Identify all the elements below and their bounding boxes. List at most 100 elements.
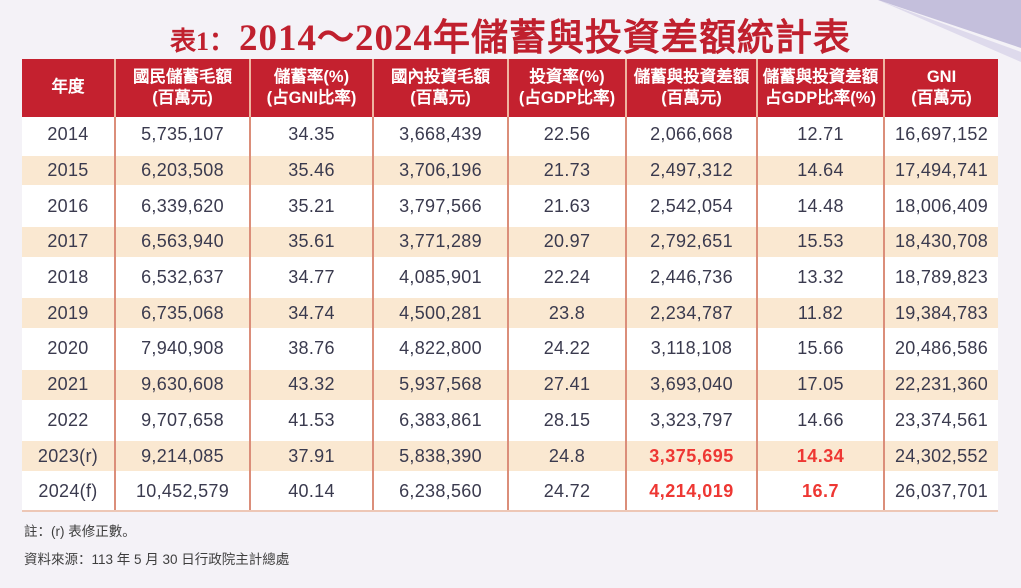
column-header-line1: 國內投資毛額 — [391, 67, 490, 86]
year-cell: 2023(r) — [22, 438, 115, 474]
value-cell: 2,497,312 — [625, 152, 757, 189]
value-cell: 24,302,552 — [883, 438, 998, 474]
value-cell: 14.34 — [756, 438, 884, 474]
value-cell: 27.41 — [507, 366, 626, 403]
column-header: 年度 — [22, 59, 115, 117]
column-header-line2: (百萬元) — [911, 89, 972, 107]
table-row: 2015 6,203,508 35.46 3,706,196 21.73 2,497,31… — [22, 152, 998, 189]
value-cell: 43.32 — [249, 366, 373, 403]
column-header: GNI (百萬元) — [883, 59, 998, 117]
value-cell: 21.63 — [507, 188, 626, 225]
column-header: 國內投資毛額 (百萬元) — [372, 59, 508, 117]
table-number-label: 表1： — [169, 27, 235, 56]
value-cell: 5,735,107 — [114, 117, 250, 153]
column-header-line1: 儲蓄與投資差額 — [633, 67, 750, 86]
value-cell: 35.46 — [249, 152, 373, 189]
column-header-line1: 儲蓄率(%) — [273, 67, 350, 86]
value-cell: 17.05 — [756, 366, 884, 403]
column-header-line1: 投資率(%) — [529, 67, 605, 86]
value-cell: 20.97 — [507, 224, 626, 260]
value-cell: 2,542,054 — [625, 188, 757, 225]
table-row: 2014 5,735,107 34.35 3,668,439 22.56 2,066,66… — [22, 117, 998, 153]
savings-investment-table: 年度 國民儲蓄毛額 (百萬元) 儲蓄率(%) (占GNI比率) 國內投資毛額 (百萬元) 投資… — [22, 59, 998, 512]
value-cell: 14.66 — [756, 402, 884, 439]
value-cell: 41.53 — [249, 402, 373, 439]
value-cell: 6,735,068 — [114, 295, 250, 332]
year-cell: 2016 — [22, 188, 115, 225]
table-row: 2022 9,707,658 41.53 6,383,861 28.15 3,323,79… — [22, 402, 998, 439]
value-cell: 2,792,651 — [625, 224, 757, 260]
column-header-line1: 年度 — [51, 78, 85, 97]
value-cell: 35.21 — [249, 188, 373, 225]
value-cell: 3,118,108 — [625, 331, 757, 367]
value-cell: 14.64 — [756, 152, 884, 189]
value-cell: 17,494,741 — [883, 152, 998, 189]
value-cell: 6,238,560 — [372, 473, 508, 512]
corner-ribbon-shadow — [878, 0, 1021, 62]
value-cell: 35.61 — [249, 224, 373, 260]
table-row: 2020 7,940,908 38.76 4,822,800 24.22 3,118,10… — [22, 331, 998, 367]
value-cell: 38.76 — [249, 331, 373, 367]
column-header-line2: (百萬元) — [152, 89, 213, 107]
value-cell: 18,789,823 — [883, 259, 998, 296]
value-cell: 3,693,040 — [625, 366, 757, 403]
value-cell: 6,383,861 — [372, 402, 508, 439]
value-cell: 15.66 — [756, 331, 884, 367]
value-cell: 3,668,439 — [372, 117, 508, 153]
value-cell: 3,706,196 — [372, 152, 508, 189]
value-cell: 5,937,568 — [372, 366, 508, 403]
year-cell: 2018 — [22, 259, 115, 296]
value-cell: 23.8 — [507, 295, 626, 332]
value-cell: 21.73 — [507, 152, 626, 189]
value-cell: 40.14 — [249, 473, 373, 512]
column-header-line2: (百萬元) — [661, 89, 722, 107]
value-cell: 3,323,797 — [625, 402, 757, 439]
year-cell: 2017 — [22, 224, 115, 260]
column-header-line2: (占GDP比率) — [518, 89, 616, 107]
value-cell: 3,797,566 — [372, 188, 508, 225]
column-header-line2: 占GDP比率(%) — [765, 89, 876, 107]
table-row: 2021 9,630,608 43.32 5,937,568 27.41 3,693,04… — [22, 366, 998, 403]
value-cell: 18,006,409 — [883, 188, 998, 225]
value-cell: 34.35 — [249, 117, 373, 153]
value-cell: 20,486,586 — [883, 331, 998, 367]
year-cell: 2022 — [22, 402, 115, 439]
value-cell: 2,066,668 — [625, 117, 757, 153]
value-cell: 26,037,701 — [883, 473, 998, 512]
column-header-line1: 儲蓄與投資差額 — [762, 67, 879, 86]
value-cell: 28.15 — [507, 402, 626, 439]
value-cell: 16.7 — [756, 473, 884, 512]
value-cell: 24.8 — [507, 438, 626, 474]
table-title-text: 2014～2024年儲蓄與投資差額統計表 — [239, 18, 851, 59]
year-cell: 2014 — [22, 117, 115, 153]
year-cell: 2024(f) — [22, 473, 115, 512]
value-cell: 3,771,289 — [372, 224, 508, 260]
value-cell: 11.82 — [756, 295, 884, 332]
column-header-line2: (百萬元) — [410, 89, 471, 107]
value-cell: 9,707,658 — [114, 402, 250, 439]
table-row: 2017 6,563,940 35.61 3,771,289 20.97 2,792,65… — [22, 224, 998, 260]
value-cell: 23,374,561 — [883, 402, 998, 439]
note-revision: 註：(r) 表修正數。 — [24, 523, 136, 539]
value-cell: 15.53 — [756, 224, 884, 260]
year-cell: 2015 — [22, 152, 115, 189]
value-cell: 24.72 — [507, 473, 626, 512]
value-cell: 19,384,783 — [883, 295, 998, 332]
value-cell: 16,697,152 — [883, 117, 998, 153]
column-header: 儲蓄與投資差額 占GDP比率(%) — [756, 59, 884, 117]
column-header: 國民儲蓄毛額 (百萬元) — [114, 59, 250, 117]
table-header-row: 年度 國民儲蓄毛額 (百萬元) 儲蓄率(%) (占GNI比率) 國內投資毛額 (百萬元) 投資… — [22, 59, 998, 117]
footnotes: 註：(r) 表修正數。 資料來源：113 年 5 月 30 日行政院主計總處 — [24, 522, 1021, 571]
value-cell: 6,339,620 — [114, 188, 250, 225]
value-cell: 13.32 — [756, 259, 884, 296]
column-header: 儲蓄與投資差額 (百萬元) — [625, 59, 757, 117]
column-header: 投資率(%) (占GDP比率) — [507, 59, 626, 117]
value-cell: 22.56 — [507, 117, 626, 153]
value-cell: 9,214,085 — [114, 438, 250, 474]
value-cell: 6,203,508 — [114, 152, 250, 189]
value-cell: 22.24 — [507, 259, 626, 296]
value-cell: 4,085,901 — [372, 259, 508, 296]
table-row: 2023(r) 9,214,085 37.91 5,838,390 24.8 3,375,… — [22, 438, 998, 474]
table-row: 2016 6,339,620 35.21 3,797,566 21.63 2,542,05… — [22, 188, 998, 225]
value-cell: 6,563,940 — [114, 224, 250, 260]
